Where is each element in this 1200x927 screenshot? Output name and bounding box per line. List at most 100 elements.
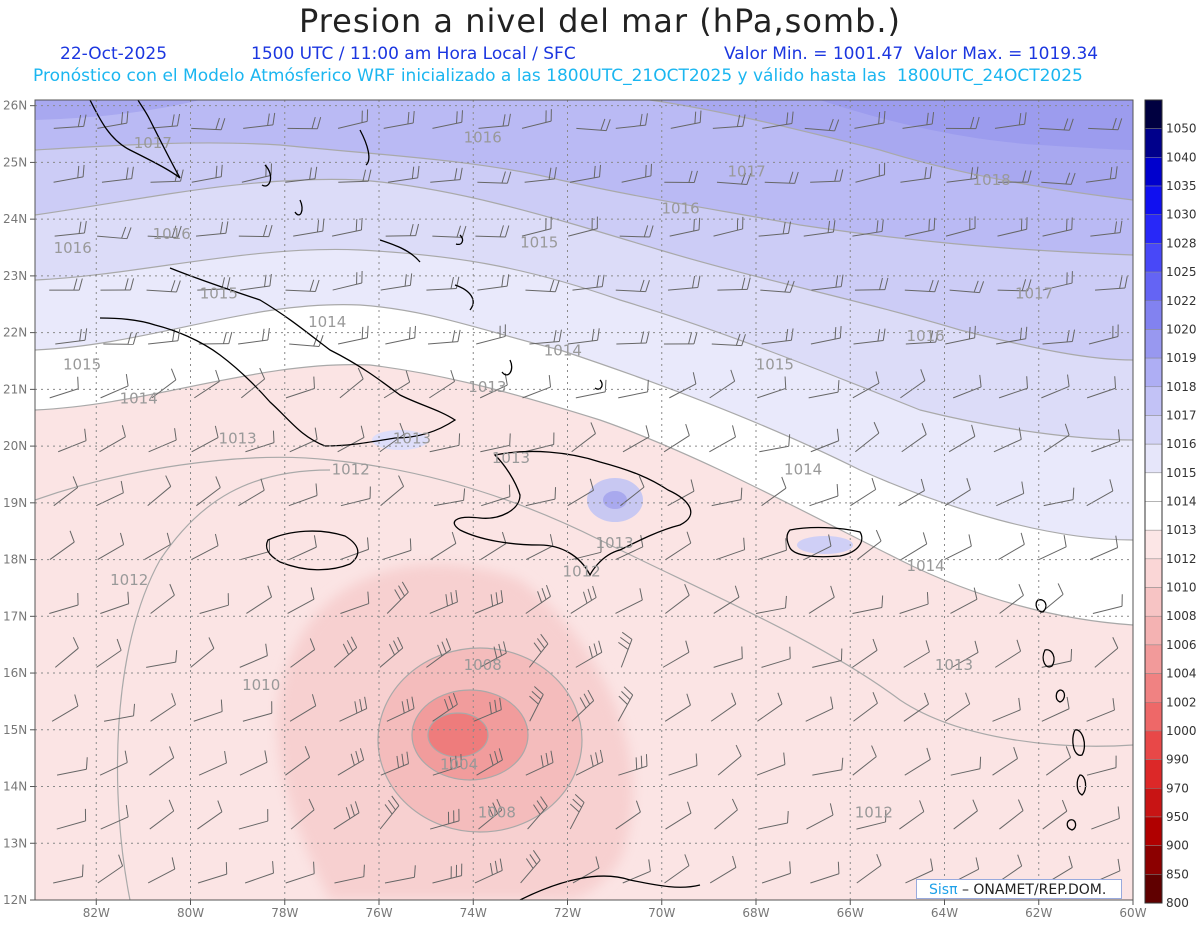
wind-barb (529, 686, 544, 722)
wind-barb (716, 537, 746, 561)
wind-barb (384, 865, 416, 884)
wind-barb (340, 486, 371, 507)
wind-barb (667, 275, 701, 291)
wind-barb (1042, 799, 1068, 830)
wind-barb (569, 164, 602, 183)
contour-value: 1008 (464, 656, 502, 674)
wind-barb (709, 425, 736, 453)
wind-barb (950, 756, 982, 776)
wind-barb (664, 170, 698, 183)
wind-barb (812, 757, 844, 776)
wind-barb (993, 427, 1022, 453)
wind-barb (758, 221, 792, 237)
wind-barb (615, 279, 650, 293)
wind-barb (761, 861, 791, 884)
colorbar-swatch (1144, 529, 1163, 560)
colorbar-swatch (1144, 329, 1163, 359)
wind-barb (716, 172, 752, 186)
wind-barb (759, 434, 791, 453)
lat-label: 23N (3, 269, 27, 283)
wind-barb (337, 109, 369, 129)
wind-barb (383, 370, 411, 399)
wind-barb (761, 476, 787, 507)
min-max-values: Valor Min. = 1001.47 Valor Max. = 1019.3… (724, 44, 1099, 64)
wind-barb (285, 376, 315, 399)
wind-barb (803, 220, 836, 237)
colorbar-swatch (1144, 558, 1163, 588)
wind-barb (432, 225, 467, 238)
colorbar-label: 1010 (1166, 581, 1197, 595)
colorbar-label: 1016 (1166, 437, 1197, 451)
wind-barb (757, 376, 787, 399)
longitude-labels: 82W 80W 78W 76W 74W 72W 70W 68W 66W 64W 62W 60W (83, 900, 1147, 920)
lon-label: 70W (648, 906, 675, 920)
lon-label: 62W (1025, 906, 1052, 920)
wind-barb (426, 276, 460, 291)
wind-barb (1085, 166, 1118, 183)
lat-label: 21N (3, 382, 27, 396)
latitude-labels: 26N 25N 24N 23N 22N 21N 20N 19N 18N 17N 16N 15N 14N 1… (3, 99, 35, 907)
lon-label: 78W (271, 906, 298, 920)
wind-barb (762, 111, 794, 129)
colorbar-swatch (1144, 99, 1163, 129)
wind-barb (97, 111, 129, 129)
wind-barb (622, 425, 650, 453)
wind-barb (757, 692, 783, 722)
wind-barb (379, 636, 404, 668)
pressure-field (35, 100, 1133, 900)
contour-value: 1018 (973, 171, 1011, 189)
wind-barb (944, 478, 971, 507)
lat-label: 12N (3, 893, 27, 907)
isobars (35, 100, 1133, 900)
wind-barb (570, 585, 597, 614)
colorbar-swatch (1144, 357, 1163, 388)
wind-barb (147, 475, 172, 507)
wind-barb (901, 423, 927, 453)
wind-barb (333, 801, 360, 830)
wind-barb (571, 422, 596, 453)
wind-barb (855, 421, 880, 453)
colorbar-label: 1002 (1166, 695, 1197, 709)
wind-barb (243, 112, 276, 129)
wind-barb (520, 850, 541, 884)
wind-barb (332, 270, 363, 291)
wind-barb (1043, 487, 1075, 507)
wind-barb (385, 223, 420, 237)
colorbar-swatch (1144, 587, 1163, 617)
wind-barb (289, 427, 318, 453)
wind-barb (56, 757, 88, 776)
colorbar-label: 1050 (1166, 122, 1197, 136)
credit-brand: Sisπ (929, 882, 958, 898)
wind-barb (852, 595, 884, 614)
wind-barb (998, 376, 1028, 399)
wind-barb (853, 691, 878, 722)
coastlines (89, 100, 1087, 900)
wind-barb (760, 280, 795, 293)
wind-barb (854, 110, 886, 129)
wind-barb (429, 369, 456, 399)
wind-barb (432, 110, 463, 129)
wind-barb (810, 861, 840, 884)
map-title: Presion a nivel del mar (hPa,somb.) (298, 2, 902, 40)
wind-barb (1091, 429, 1121, 453)
wind-barb (240, 274, 272, 291)
wind-barb (103, 703, 136, 722)
forecast-date: 22-Oct-2025 (60, 44, 168, 64)
wind-barb (567, 328, 600, 345)
wind-barb (337, 748, 365, 776)
wind-barb (144, 532, 171, 561)
wind-barb (713, 646, 743, 668)
wind-barb (902, 112, 935, 129)
wind-barb (53, 476, 79, 507)
wind-barb (148, 328, 181, 345)
lon-label: 66W (837, 906, 864, 920)
wind-barb (710, 692, 737, 722)
lat-label: 14N (3, 780, 27, 794)
wind-barb (338, 169, 372, 183)
wind-barb (622, 859, 651, 884)
wind-barb (904, 279, 939, 293)
wind-barb (239, 750, 268, 776)
contour-value: 1012 (855, 804, 893, 822)
wind-barb (149, 799, 175, 830)
